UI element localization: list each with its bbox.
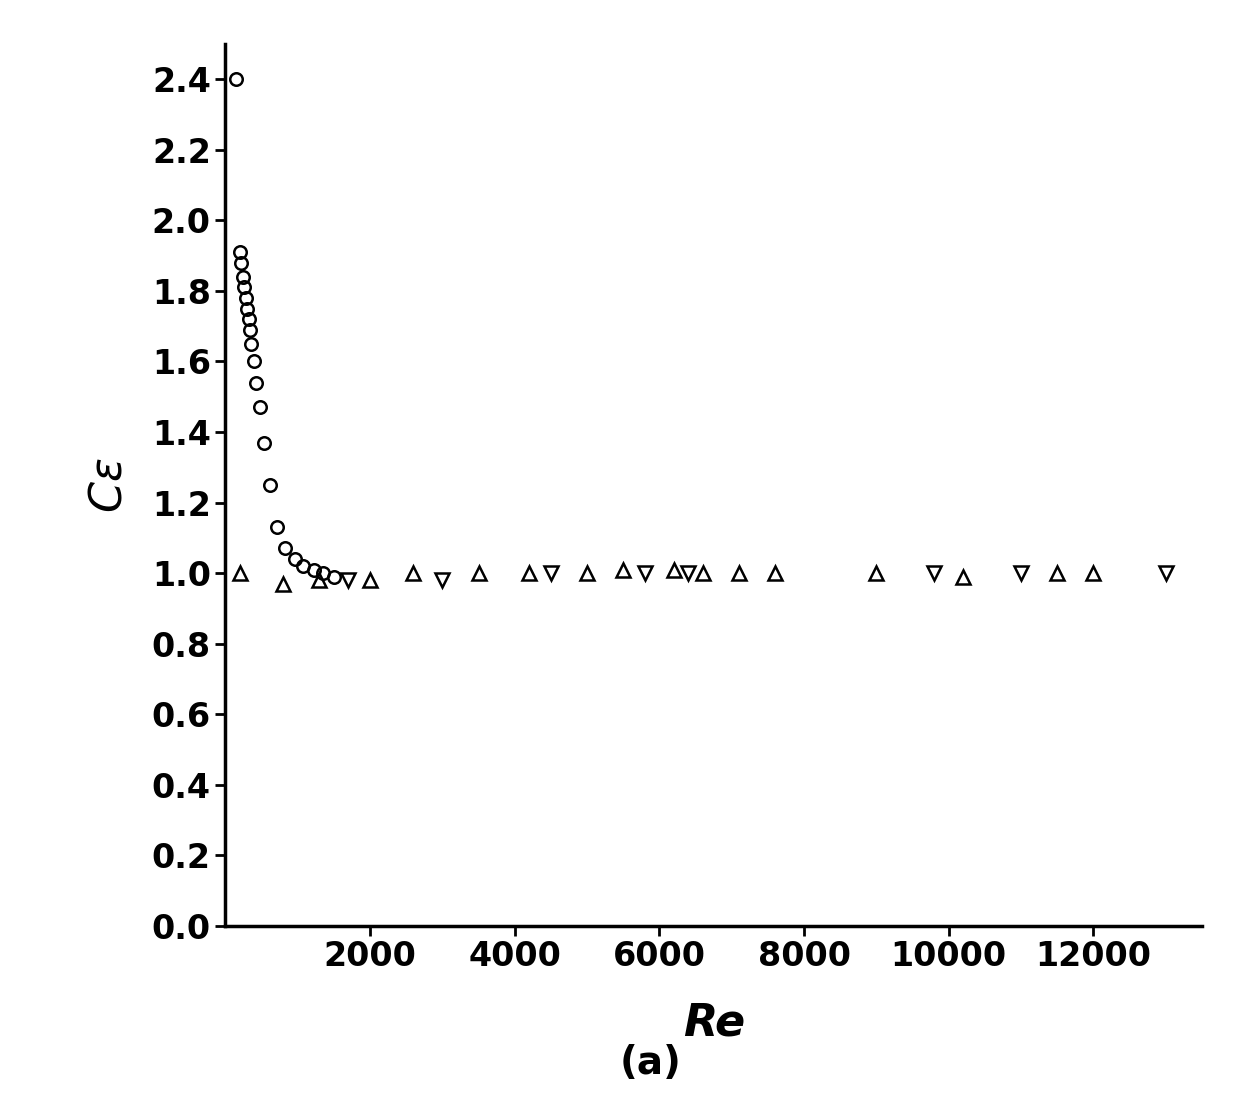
Text: (a): (a) — [620, 1045, 682, 1082]
Y-axis label: $C\varepsilon$: $C\varepsilon$ — [88, 457, 130, 512]
X-axis label: Re: Re — [682, 1001, 745, 1044]
